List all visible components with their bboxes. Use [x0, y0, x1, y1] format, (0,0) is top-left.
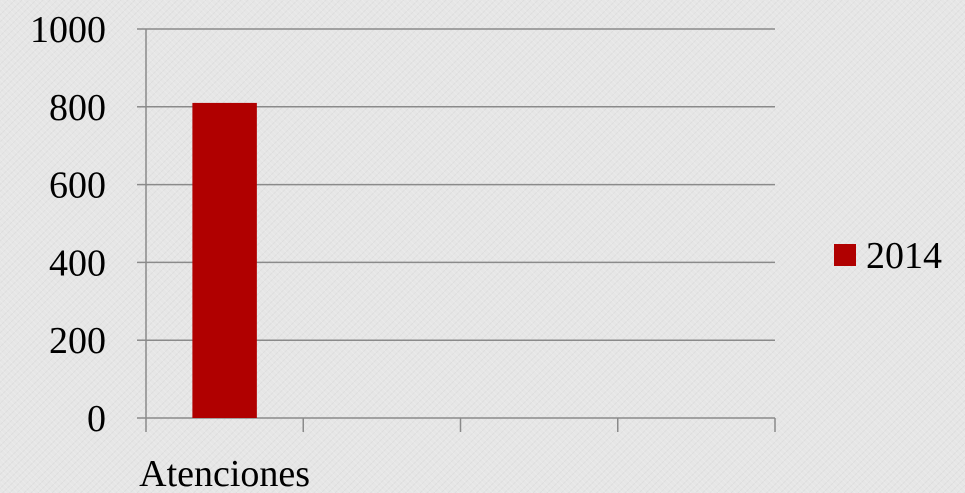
y-tick-label: 400	[49, 242, 106, 284]
y-axis: 0 200 400 600 800 1000	[30, 9, 147, 440]
bar-atenciones	[192, 102, 257, 418]
y-tick-label: 1000	[30, 9, 106, 51]
y-tick-label: 800	[49, 87, 106, 129]
legend: 2014	[834, 235, 942, 277]
y-tick-label: 0	[87, 398, 106, 440]
bars	[192, 102, 257, 418]
x-axis: Atenciones	[139, 417, 776, 493]
legend-label: 2014	[866, 235, 942, 277]
x-tick-label: Atenciones	[139, 453, 310, 493]
y-tick-label: 200	[49, 320, 106, 362]
y-tick-label: 600	[49, 165, 106, 207]
legend-swatch	[834, 244, 856, 266]
